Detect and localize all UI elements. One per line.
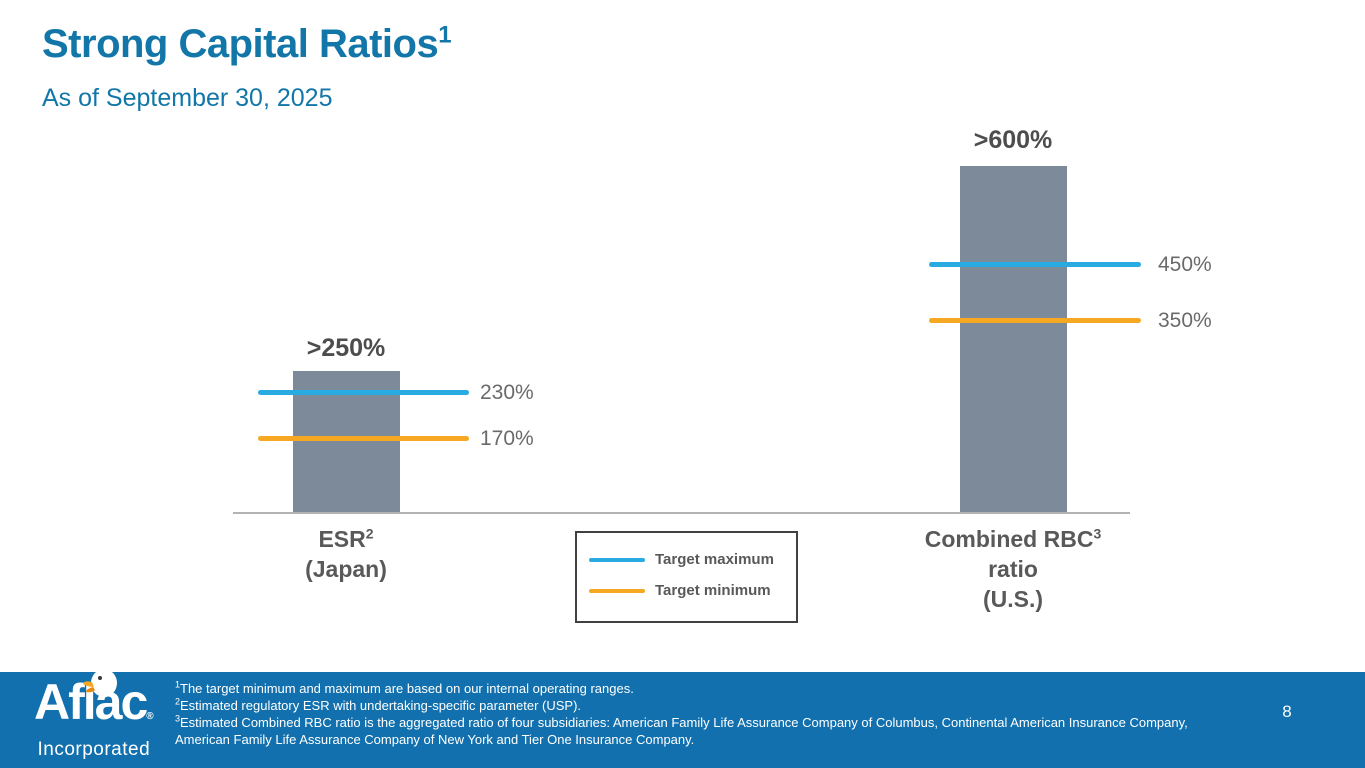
category-label-rbc-line1: Combined RBC3 xyxy=(924,525,1102,552)
target-minimum-line-rbc xyxy=(929,318,1141,323)
aflac-logo-wordmark: Aflac® xyxy=(34,674,154,730)
footnote-2: 2Estimated regulatory ESR with undertaki… xyxy=(175,696,582,713)
chart-legend: Target maximum Target minimum xyxy=(575,531,798,623)
category-label-rbc: Combined RBC3 ratio (U.S.) xyxy=(883,524,1143,614)
page-subtitle: As of September 30, 2025 xyxy=(42,84,333,112)
category-footnote-ref-rbc: 3 xyxy=(1093,525,1102,542)
legend-label-target-minimum: Target minimum xyxy=(655,582,771,599)
target-minimum-value-esr: 170% xyxy=(480,427,534,450)
target-minimum-line-icon xyxy=(589,588,645,593)
target-minimum-line-esr xyxy=(258,436,469,441)
target-maximum-line-icon xyxy=(589,557,645,562)
bar-value-label-esr: >250% xyxy=(306,334,386,362)
target-maximum-line-rbc xyxy=(929,262,1141,267)
legend-item-target-minimum: Target minimum xyxy=(589,582,796,599)
category-label-esr: ESR2 (Japan) xyxy=(216,524,476,584)
aflac-logo-incorporated: Incorporated xyxy=(37,739,151,760)
footnote-3: 3Estimated Combined RBC ratio is the agg… xyxy=(175,713,1188,747)
legend-label-target-maximum: Target maximum xyxy=(655,551,774,568)
page-title: Strong Capital Ratios1 xyxy=(42,21,452,67)
bar-value-label-rbc: >600% xyxy=(973,126,1053,154)
aflac-logo: Aflac® Incorporated xyxy=(34,669,154,761)
target-maximum-line-esr xyxy=(258,390,469,395)
category-label-rbc-line2: ratio xyxy=(988,556,1038,582)
x-axis-line xyxy=(233,512,1130,514)
footnote-1: 1The target minimum and maximum are base… xyxy=(175,679,634,696)
footnotes: 1The target minimum and maximum are base… xyxy=(175,680,1225,748)
category-label-esr-line2: (Japan) xyxy=(305,556,387,582)
category-label-esr-line1: ESR2 xyxy=(318,525,374,552)
legend-item-target-maximum: Target maximum xyxy=(589,551,796,568)
target-minimum-value-rbc: 350% xyxy=(1158,309,1212,332)
page-title-text: Strong Capital Ratios xyxy=(42,22,439,66)
target-maximum-value-esr: 230% xyxy=(480,381,534,404)
page-title-footnote-ref: 1 xyxy=(438,21,452,49)
page-number: 8 xyxy=(1282,702,1292,721)
category-label-rbc-line3: (U.S.) xyxy=(982,586,1044,612)
capital-ratios-chart: >250% 230% 170% >600% 450% 350% ESR2 (Ja… xyxy=(216,126,1212,623)
registered-trademark-symbol: ® xyxy=(146,711,154,722)
footer-band: Aflac® Incorporated 1The target minimum … xyxy=(0,669,1365,768)
category-footnote-ref-esr: 2 xyxy=(365,525,374,542)
target-maximum-value-rbc: 450% xyxy=(1158,253,1212,276)
bar-rbc xyxy=(960,166,1067,512)
